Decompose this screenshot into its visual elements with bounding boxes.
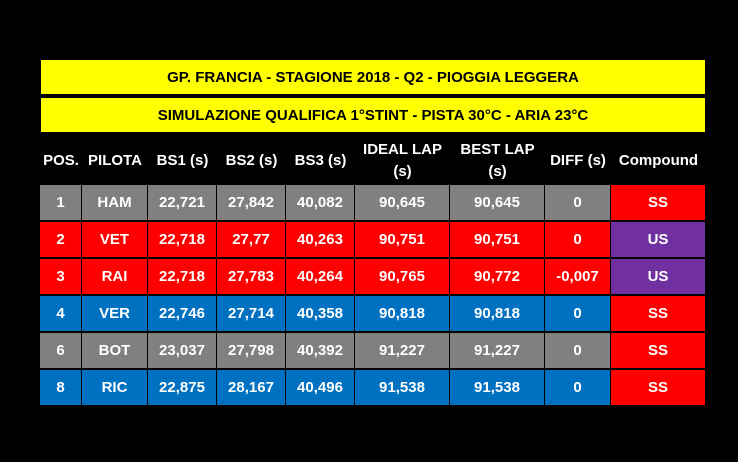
ideal-lap-cell: 91,227 bbox=[355, 333, 450, 369]
driver-cell: BOT bbox=[82, 333, 148, 369]
header-ideal-lap: IDEAL LAP (s) bbox=[363, 141, 442, 180]
header-bs1: BS1 (s) bbox=[156, 152, 209, 169]
bs1-cell: 22,721 bbox=[148, 185, 217, 221]
table-row: 2 VET 22,718 27,77 40,263 90,751 90,751 0 US bbox=[40, 222, 706, 258]
header-driver: PILOTA bbox=[88, 152, 142, 169]
compound-cell: US bbox=[611, 259, 706, 295]
diff-cell: 0 bbox=[545, 296, 611, 332]
bs3-cell: 40,263 bbox=[286, 222, 355, 258]
bs2-cell: 27,783 bbox=[217, 259, 286, 295]
bs1-cell: 22,746 bbox=[148, 296, 217, 332]
driver-cell: RIC bbox=[82, 370, 148, 406]
compound-cell: US bbox=[611, 222, 706, 258]
bs1-cell: 22,875 bbox=[148, 370, 217, 406]
bs3-cell: 40,496 bbox=[286, 370, 355, 406]
driver-cell: HAM bbox=[82, 185, 148, 221]
diff-cell: 0 bbox=[545, 222, 611, 258]
table-row: 4 VER 22,746 27,714 40,358 90,818 90,818 0 SS bbox=[40, 296, 706, 332]
diff-cell: 0 bbox=[545, 185, 611, 221]
bs3-cell: 40,392 bbox=[286, 333, 355, 369]
bs2-cell: 27,77 bbox=[217, 222, 286, 258]
ideal-lap-cell: 90,818 bbox=[355, 296, 450, 332]
best-lap-cell: 90,772 bbox=[450, 259, 545, 295]
best-lap-cell: 90,818 bbox=[450, 296, 545, 332]
page-title: GP. FRANCIA - STAGIONE 2018 - Q2 - PIOGG… bbox=[40, 59, 706, 95]
bs1-cell: 23,037 bbox=[148, 333, 217, 369]
bs1-cell: 22,718 bbox=[148, 222, 217, 258]
header-pos: POS. bbox=[43, 152, 79, 169]
header-diff: DIFF (s) bbox=[550, 152, 606, 169]
best-lap-cell: 90,645 bbox=[450, 185, 545, 221]
bs3-cell: 40,264 bbox=[286, 259, 355, 295]
header-compound: Compound bbox=[618, 152, 699, 169]
header-bs2: BS2 (s) bbox=[225, 152, 278, 169]
driver-cell: VET bbox=[82, 222, 148, 258]
ideal-lap-cell: 90,645 bbox=[355, 185, 450, 221]
table-header: POS. PILOTA BS1 (s) BS2 (s) BS3 (s) IDEA… bbox=[40, 138, 706, 184]
pos-cell: 4 bbox=[40, 296, 82, 332]
table-row: 8 RIC 22,875 28,167 40,496 91,538 91,538 0 SS bbox=[40, 370, 706, 406]
compound-cell: SS bbox=[611, 185, 706, 221]
pos-cell: 6 bbox=[40, 333, 82, 369]
table-row: 1 HAM 22,721 27,842 40,082 90,645 90,645 0 SS bbox=[40, 185, 706, 221]
pos-cell: 8 bbox=[40, 370, 82, 406]
best-lap-cell: 91,538 bbox=[450, 370, 545, 406]
table-row: 3 RAI 22,718 27,783 40,264 90,765 90,772 -0,007… bbox=[40, 259, 706, 295]
bs2-cell: 27,798 bbox=[217, 333, 286, 369]
best-lap-cell: 90,751 bbox=[450, 222, 545, 258]
driver-cell: VER bbox=[82, 296, 148, 332]
bs2-cell: 27,842 bbox=[217, 185, 286, 221]
bs3-cell: 40,082 bbox=[286, 185, 355, 221]
header-bs3: BS3 (s) bbox=[294, 152, 347, 169]
bs2-cell: 28,167 bbox=[217, 370, 286, 406]
compound-cell: SS bbox=[611, 370, 706, 406]
diff-cell: 0 bbox=[545, 370, 611, 406]
best-lap-cell: 91,227 bbox=[450, 333, 545, 369]
pos-cell: 3 bbox=[40, 259, 82, 295]
page-subtitle: SIMULAZIONE QUALIFICA 1°STINT - PISTA 30… bbox=[40, 97, 706, 133]
diff-cell: -0,007 bbox=[545, 259, 611, 295]
ideal-lap-cell: 90,765 bbox=[355, 259, 450, 295]
compound-cell: SS bbox=[611, 333, 706, 369]
pos-cell: 2 bbox=[40, 222, 82, 258]
ideal-lap-cell: 90,751 bbox=[355, 222, 450, 258]
header-best-lap: BEST LAP (s) bbox=[460, 141, 535, 180]
bs3-cell: 40,358 bbox=[286, 296, 355, 332]
driver-cell: RAI bbox=[82, 259, 148, 295]
pos-cell: 1 bbox=[40, 185, 82, 221]
bs1-cell: 22,718 bbox=[148, 259, 217, 295]
bs2-cell: 27,714 bbox=[217, 296, 286, 332]
compound-cell: SS bbox=[611, 296, 706, 332]
diff-cell: 0 bbox=[545, 333, 611, 369]
table-row: 6 BOT 23,037 27,798 40,392 91,227 91,227 0 SS bbox=[40, 333, 706, 369]
ideal-lap-cell: 91,538 bbox=[355, 370, 450, 406]
